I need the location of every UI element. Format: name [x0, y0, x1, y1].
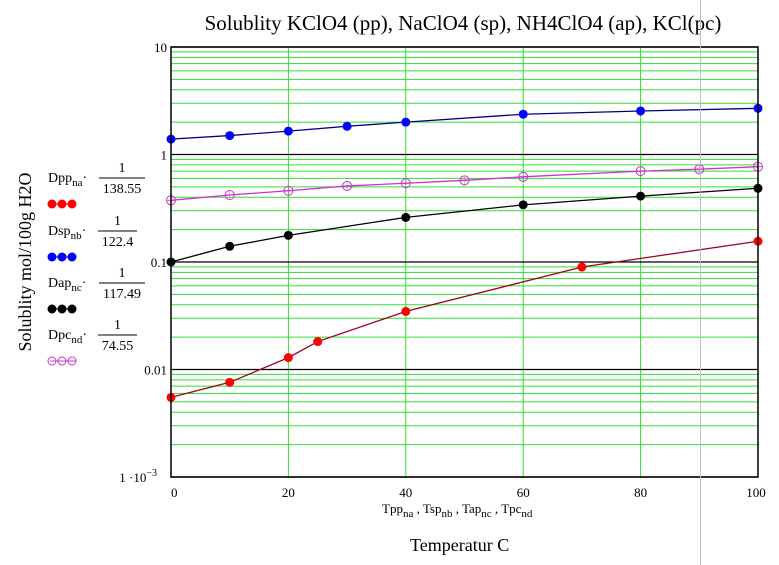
x-variable-subscript: nd: [521, 508, 533, 520]
legend-entry-dpp: Dppna· 1 138.55: [47, 161, 145, 209]
data-point: [518, 109, 528, 119]
legend-name-base: Dpc: [48, 328, 71, 343]
x-variable-name: Tpp: [382, 501, 403, 516]
x-variable-name: Tap: [462, 501, 481, 516]
legend-dot: ·: [82, 328, 87, 343]
legend-numerator: 1: [114, 318, 121, 333]
data-point: [577, 262, 587, 272]
legend-numerator: 1: [119, 266, 126, 281]
x-tick-label: 100: [746, 485, 766, 500]
x-tick-labels: 0 20 40 60 80 100: [171, 485, 766, 500]
x-tick-label: 60: [517, 485, 530, 500]
series-dsp: [166, 103, 763, 144]
grid: [171, 46, 758, 478]
data-point: [518, 200, 528, 210]
legend-marker: [57, 356, 67, 366]
legend-name-base: Dap: [48, 276, 71, 291]
legend-marker: [47, 356, 57, 366]
series-dpc: [166, 161, 763, 206]
legend-numerator: 1: [114, 214, 121, 229]
legend-denominator: 117.49: [103, 287, 141, 302]
legend-dot: ·: [83, 171, 88, 186]
x-variable-separator: ,: [492, 501, 502, 516]
series-line: [170, 166, 759, 201]
legend-name: Dapnc·: [48, 276, 86, 294]
legend-marker: [57, 304, 67, 314]
data-point: [225, 241, 235, 251]
legend: Dppna·1138.55Dspnb·1122.4Dapnc·1117.49Dp…: [47, 161, 145, 366]
legend-entry-dpc: Dpcnd· 1 74.55: [47, 318, 137, 366]
legend-numerator: 1: [119, 161, 126, 176]
series-line: [170, 107, 759, 140]
data-point: [342, 121, 352, 131]
data-point: [401, 306, 411, 316]
data-point: [636, 191, 646, 201]
legend-marker: [67, 356, 77, 366]
data-point: [401, 212, 411, 222]
data-point: [225, 131, 235, 141]
y-tick-label: 0.01: [144, 363, 167, 378]
legend-marker: [47, 304, 57, 314]
legend-marker: [57, 252, 67, 262]
series-layer: [166, 103, 763, 402]
legend-name-subscript: nc: [71, 282, 82, 294]
legend-marker: [67, 304, 77, 314]
data-point: [283, 230, 293, 240]
data-point: [401, 117, 411, 127]
legend-name-base: Dpp: [48, 171, 72, 186]
x-variable-name: Tpc: [501, 501, 521, 516]
legend-name-base: Dsp: [48, 224, 71, 239]
x-variable-subscript: nb: [441, 508, 453, 520]
legend-name: Dspnb·: [48, 224, 86, 242]
x-axis-label: Temperatur C: [410, 535, 509, 555]
x-variable-separator: ,: [413, 501, 423, 516]
y-tick-label: 10: [154, 40, 167, 55]
plot-frame: [170, 46, 759, 478]
data-point: [313, 337, 323, 347]
y-tick-exponent: −3: [146, 468, 157, 479]
y-tick-label: 0.1: [151, 255, 167, 270]
legend-marker: [57, 199, 67, 209]
legend-name-subscript: nd: [71, 334, 83, 346]
series-line: [170, 187, 759, 263]
legend-marker: [67, 252, 77, 262]
legend-marker: [67, 199, 77, 209]
legend-name: Dpcnd·: [48, 328, 87, 346]
legend-dot: ·: [82, 276, 87, 291]
x-variable-subscript: na: [403, 508, 414, 520]
x-tick-label: 40: [399, 485, 412, 500]
legend-marker: [47, 252, 57, 262]
legend-denominator: 74.55: [102, 339, 134, 354]
y-tick-label: 1 ·10−3: [119, 468, 157, 485]
legend-name-subscript: nb: [71, 230, 83, 242]
x-variable-separator: ,: [452, 501, 462, 516]
x-variable-subscript: nc: [481, 508, 492, 520]
chart-title: Solublity KClO4 (pp), NaClO4 (sp), NH4Cl…: [205, 11, 722, 35]
legend-marker: [47, 199, 57, 209]
legend-denominator: 122.4: [102, 235, 134, 250]
y-axis-label: Solublity mol/100g H2O: [15, 172, 35, 351]
y-tick-label: 1: [161, 148, 168, 163]
legend-name: Dppna·: [48, 171, 87, 189]
data-point: [283, 353, 293, 363]
data-point: [636, 106, 646, 116]
x-tick-label: 20: [282, 485, 295, 500]
x-tick-label: 0: [171, 485, 178, 500]
y-tick-labels: 10 1 0.1 0.01 1 ·10−3: [119, 40, 167, 485]
x-axis-variables: Tppna , Tspnb , Tapnc , Tpcnd: [382, 501, 533, 520]
legend-denominator: 138.55: [103, 182, 142, 197]
x-variable-name: Tsp: [423, 501, 442, 516]
legend-entry-dsp: Dspnb· 1 122.4: [47, 214, 137, 262]
legend-dot: ·: [82, 224, 87, 239]
legend-name-subscript: na: [72, 177, 83, 189]
data-point: [225, 377, 235, 387]
series-dpp: [166, 236, 763, 402]
data-point: [283, 126, 293, 136]
legend-entry-dap: Dapnc· 1 117.49: [47, 266, 145, 314]
x-tick-label: 80: [634, 485, 647, 500]
